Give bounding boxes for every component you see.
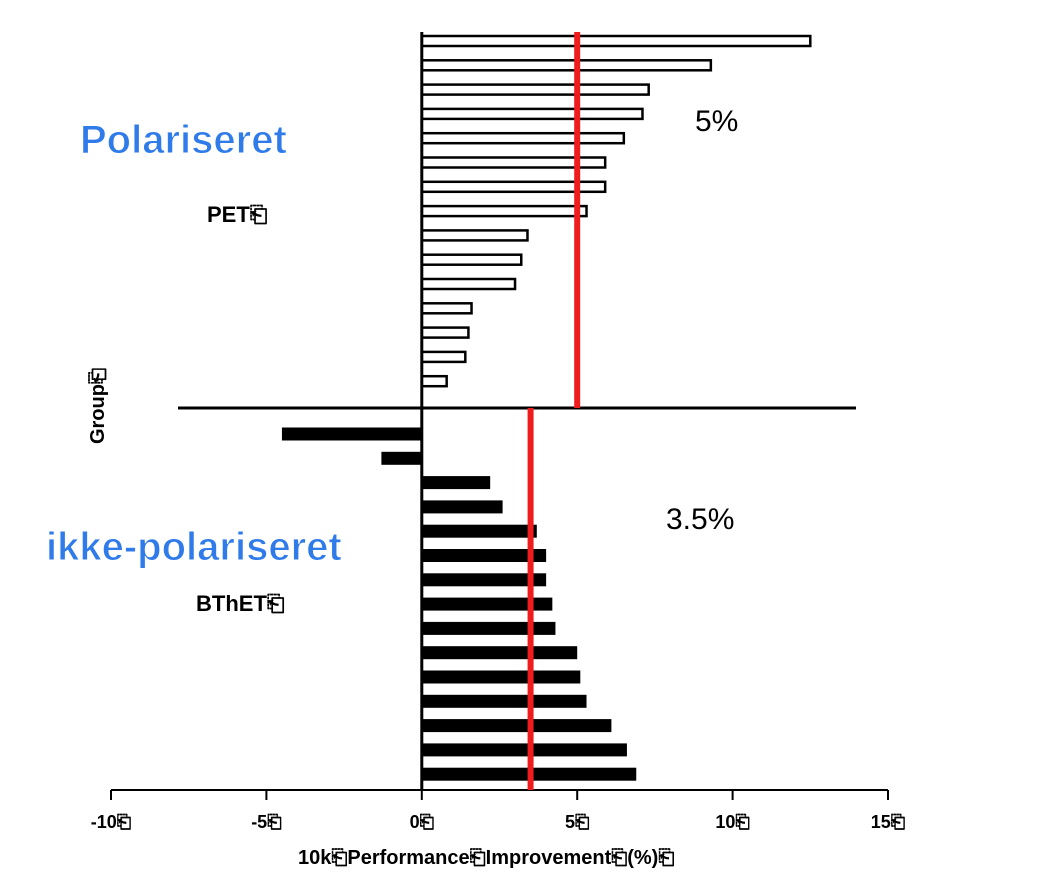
bthet-bars (281, 427, 637, 781)
pet-bar (420, 350, 467, 364)
bthet-bar (421, 549, 547, 562)
pet-bar (420, 83, 650, 96)
pet-bar (420, 131, 626, 145)
bthet-bar (381, 451, 422, 465)
pet-mean-label: 5% (695, 105, 738, 138)
pet-bar (420, 59, 713, 72)
x-tick-label: -10⎗ (91, 812, 132, 832)
pet-bar (420, 326, 470, 339)
pet-bar (420, 107, 644, 121)
pet-bar (420, 277, 517, 291)
pet-bar (420, 34, 812, 48)
x-tick-label: 0⎗ (410, 812, 435, 832)
bthet-bar (281, 427, 422, 441)
x-axis-ticks: -10⎗ -5⎗ 0⎗ 5⎗ 10⎗ 15⎗ (91, 790, 906, 832)
x-tick-label: 15⎗ (871, 812, 906, 832)
x-tick-label: -5⎗ (251, 812, 282, 832)
polarized-title: Polariseret (80, 118, 287, 162)
x-tick-label: 10⎗ (715, 812, 750, 832)
bthet-bar (421, 670, 581, 684)
bthet-bar (421, 743, 627, 757)
pet-group-label: PET⎗ (207, 202, 268, 227)
pet-bar (420, 374, 448, 388)
bthet-bar (421, 694, 587, 708)
bthet-group-label: BThET⎗ (196, 591, 285, 616)
x-tick-label: 5⎗ (565, 812, 590, 832)
pet-bars (420, 34, 812, 388)
bthet-bar (421, 500, 503, 514)
bthet-bar (421, 476, 491, 490)
bthet-bar (421, 597, 553, 611)
pet-bar (420, 204, 588, 218)
bthet-bar (421, 524, 537, 538)
pet-bar (420, 253, 523, 266)
pet-bar (420, 302, 473, 315)
bthet-bar (421, 646, 578, 660)
x-axis-title: 10k⎗Performance⎗Improvement⎗(%)⎗ (298, 847, 674, 869)
bthet-bar (421, 573, 547, 587)
bthet-bar (421, 621, 556, 635)
y-axis-title: Group⎗ (87, 368, 109, 444)
bthet-bar (421, 719, 612, 733)
pet-bar (420, 229, 529, 242)
nonpolarized-title: ikke-polariseret (46, 525, 342, 569)
bthet-mean-label: 3.5% (666, 503, 734, 536)
